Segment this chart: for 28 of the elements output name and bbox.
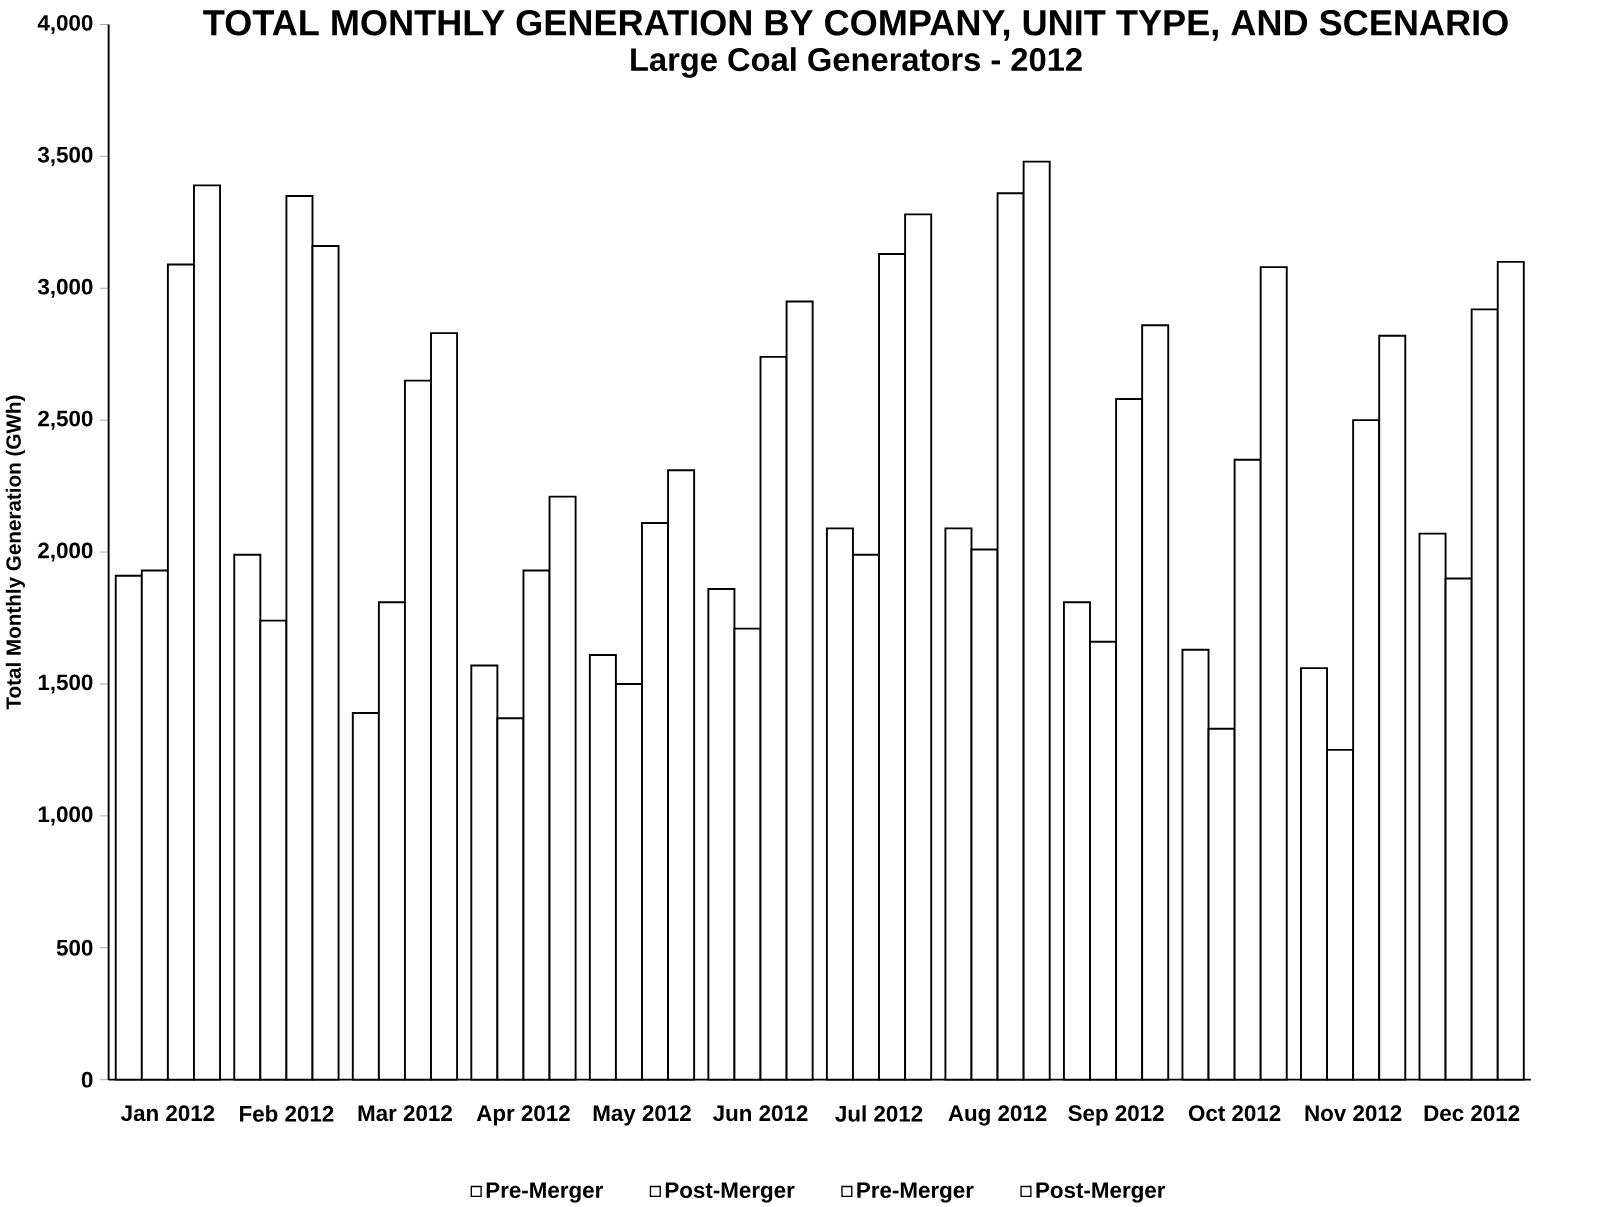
x-tick-label: Mar 2012	[358, 1105, 452, 1121]
x-tick-label: Oct 2012	[1188, 1105, 1281, 1121]
y-tick-label: 500	[56, 939, 93, 956]
x-tick-label: Jun 2012	[713, 1105, 808, 1121]
x-tick-label: Dec 2012	[1424, 1105, 1520, 1121]
x-tick-label: Jul 2012	[835, 1105, 923, 1122]
y-tick-label: 2,500	[38, 410, 93, 430]
y-tick-label: 1,500	[38, 674, 93, 694]
y-tick-label: 0	[81, 1071, 93, 1088]
x-tick-label: Feb 2012	[240, 1105, 334, 1122]
y-axis-title: Total Monthly Generation (GWh)	[5, 395, 25, 710]
x-tick-label: Jan 2012	[121, 1105, 215, 1121]
text: Large Coal Generators - 2012	[631, 47, 1082, 78]
legend-label: Pre-Merger	[486, 1182, 603, 1203]
y-tick-label: 1,000	[38, 806, 93, 826]
y-tick-label: 4,000	[37, 14, 93, 34]
x-tick-label: May 2012	[593, 1105, 691, 1126]
x-tick-label: Nov 2012	[1305, 1105, 1402, 1121]
y-tick-label: 3,000	[37, 278, 93, 298]
legend-label: Post-Merger	[665, 1182, 795, 1203]
y-tick-label: 2,000	[38, 542, 93, 562]
y-tick-label: 3,500	[37, 146, 93, 166]
legend-label: Pre-Merger	[857, 1182, 974, 1203]
x-tick-label: Sep 2012	[1068, 1105, 1164, 1126]
x-tick-label: Apr 2012	[476, 1105, 570, 1126]
x-tick-label: Aug 2012	[948, 1105, 1047, 1126]
chart-title: TOTAL MONTHLY GENERATION BY COMPANY, UNIT TYPE, AND SCENARIO	[203, 9, 1508, 41]
legend-label: Post-Merger	[1036, 1182, 1166, 1203]
